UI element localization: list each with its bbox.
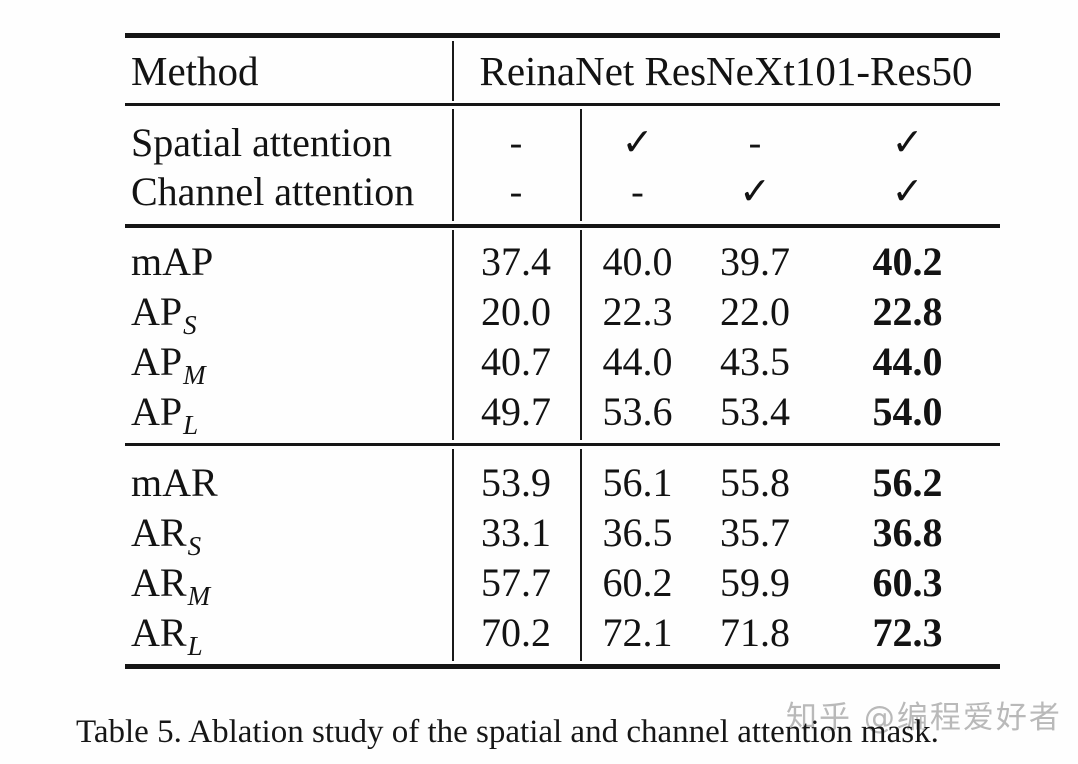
metric-value-cell: 36.5 — [602, 510, 673, 555]
metric-name: AR — [131, 510, 187, 555]
metric-value-cell: 22.0 — [720, 289, 790, 334]
row-label: ARS — [125, 510, 452, 560]
row-label: Channel attention — [131, 168, 415, 214]
metric-value-cell: 43.5 — [720, 339, 790, 384]
table-row-ar-m: ARM 57.7 60.2 59.9 60.3 — [125, 558, 1000, 610]
table-row-spatial-attention: Spatial attention - ✓ - ✓ — [125, 118, 1000, 167]
metric-subscript: L — [187, 631, 203, 661]
spatial-attn-cell-1: - — [509, 121, 523, 164]
metric-value-cell: 53.6 — [602, 389, 673, 434]
table-row-map: mAP 37.4 40.0 39.7 40.2 — [125, 237, 1000, 287]
metric-value-cell: 55.8 — [720, 460, 790, 505]
metric-value-cell: 57.7 — [481, 560, 551, 605]
metric-value-cell-best: 72.3 — [872, 610, 943, 655]
metric-name: AP — [131, 289, 183, 334]
metric-value-cell: 60.2 — [602, 560, 673, 605]
row-label: ARM — [125, 560, 452, 610]
vertical-separator-attn-col2 — [580, 109, 582, 221]
metric-subscript: S — [187, 531, 202, 561]
metric-value-cell: 33.1 — [481, 510, 551, 555]
models-column-header: ReinaNet ResNeXt101-Res50 — [479, 47, 973, 94]
metric-name: AR — [131, 610, 187, 655]
vertical-separator-header-col1 — [452, 41, 454, 101]
vertical-separator-ap-col1 — [452, 230, 454, 440]
metric-name: AP — [131, 389, 183, 434]
table-rule-below-header — [125, 103, 1000, 106]
table-row-ar-s: ARS 33.1 36.5 35.7 36.8 — [125, 508, 1000, 560]
metric-value-cell: 37.4 — [481, 239, 551, 284]
channel-attn-cell-1: - — [509, 170, 523, 213]
metric-subscript: S — [183, 310, 197, 340]
vertical-separator-ap-col2 — [580, 230, 582, 440]
metric-value-cell-best: 40.2 — [872, 239, 943, 284]
table-row-ap-m: APM 40.7 44.0 43.5 44.0 — [125, 337, 1000, 389]
metric-value-cell: 20.0 — [481, 289, 551, 334]
metric-value-cell: 35.7 — [720, 510, 790, 555]
channel-attn-cell-3: ✓ — [739, 170, 771, 213]
metric-value-cell: 40.0 — [602, 239, 673, 284]
metric-subscript: M — [187, 581, 211, 611]
table-rule-top — [125, 33, 1000, 38]
channel-attn-cell-4: ✓ — [891, 170, 924, 213]
vertical-separator-ar-col2 — [580, 449, 582, 661]
metric-value-cell: 71.8 — [720, 610, 790, 655]
row-label: APL — [125, 389, 452, 439]
row-label: APM — [125, 339, 452, 389]
metric-name: mAR — [131, 460, 218, 505]
vertical-separator-attn-col1 — [452, 109, 454, 221]
row-label: mAR — [125, 463, 452, 503]
watermark-text: 知乎 @编程爱好者 — [786, 700, 1062, 736]
table-row-ar-l: ARL 70.2 72.1 71.8 72.3 — [125, 608, 1000, 660]
metric-value-cell-best: 36.8 — [872, 510, 943, 555]
metric-value-cell: 72.1 — [602, 610, 673, 655]
metric-value-cell-best: 60.3 — [872, 560, 943, 605]
metric-value-cell: 49.7 — [481, 389, 551, 434]
metric-value-cell: 53.9 — [481, 460, 551, 505]
table-row-mar: mAR 53.9 56.1 55.8 56.2 — [125, 458, 1000, 508]
table-rule-bottom — [125, 664, 1000, 669]
row-label: ARL — [125, 610, 452, 660]
metric-value-cell-best: 44.0 — [872, 339, 943, 384]
metric-value-cell: 56.1 — [602, 460, 673, 505]
table-caption: Table 5. Ablation study of the spatial a… — [76, 714, 939, 750]
spatial-attn-cell-3: - — [748, 121, 762, 164]
row-label: APS — [125, 289, 452, 339]
spatial-attn-cell-2: ✓ — [621, 121, 654, 164]
table-rule-below-attention — [125, 224, 1000, 228]
metric-value-cell: 70.2 — [481, 610, 551, 655]
table-rule-below-ap — [125, 443, 1000, 446]
metric-value-cell: 44.0 — [602, 339, 673, 384]
metric-value-cell: 40.7 — [481, 339, 551, 384]
spatial-attn-cell-4: ✓ — [891, 121, 924, 164]
table-row-channel-attention: Channel attention - - ✓ ✓ — [125, 167, 1000, 216]
metric-value-cell-best: 56.2 — [872, 460, 943, 505]
metric-value-cell: 59.9 — [720, 560, 790, 605]
metric-value-cell: 39.7 — [720, 239, 790, 284]
metric-subscript: M — [183, 360, 206, 390]
table-row-ap-s: APS 20.0 22.3 22.0 22.8 — [125, 287, 1000, 339]
table-row-ap-l: APL 49.7 53.6 53.4 54.0 — [125, 387, 1000, 439]
metric-subscript: L — [183, 410, 199, 440]
metric-name: AR — [131, 560, 187, 605]
metric-value-cell: 22.3 — [602, 289, 673, 334]
channel-attn-cell-2: - — [631, 170, 644, 213]
row-label: Spatial attention — [131, 119, 393, 165]
vertical-separator-ar-col1 — [452, 449, 454, 661]
row-label: mAP — [125, 242, 452, 282]
metric-name: AP — [131, 339, 183, 384]
table-header-row: Method ReinaNet ResNeXt101-Res50 — [125, 39, 1000, 103]
metric-name: mAP — [131, 239, 214, 284]
metric-value-cell-best: 54.0 — [872, 389, 943, 434]
metric-value-cell-best: 22.8 — [872, 289, 943, 334]
method-column-header: Method — [131, 47, 259, 94]
metric-value-cell: 53.4 — [720, 389, 790, 434]
